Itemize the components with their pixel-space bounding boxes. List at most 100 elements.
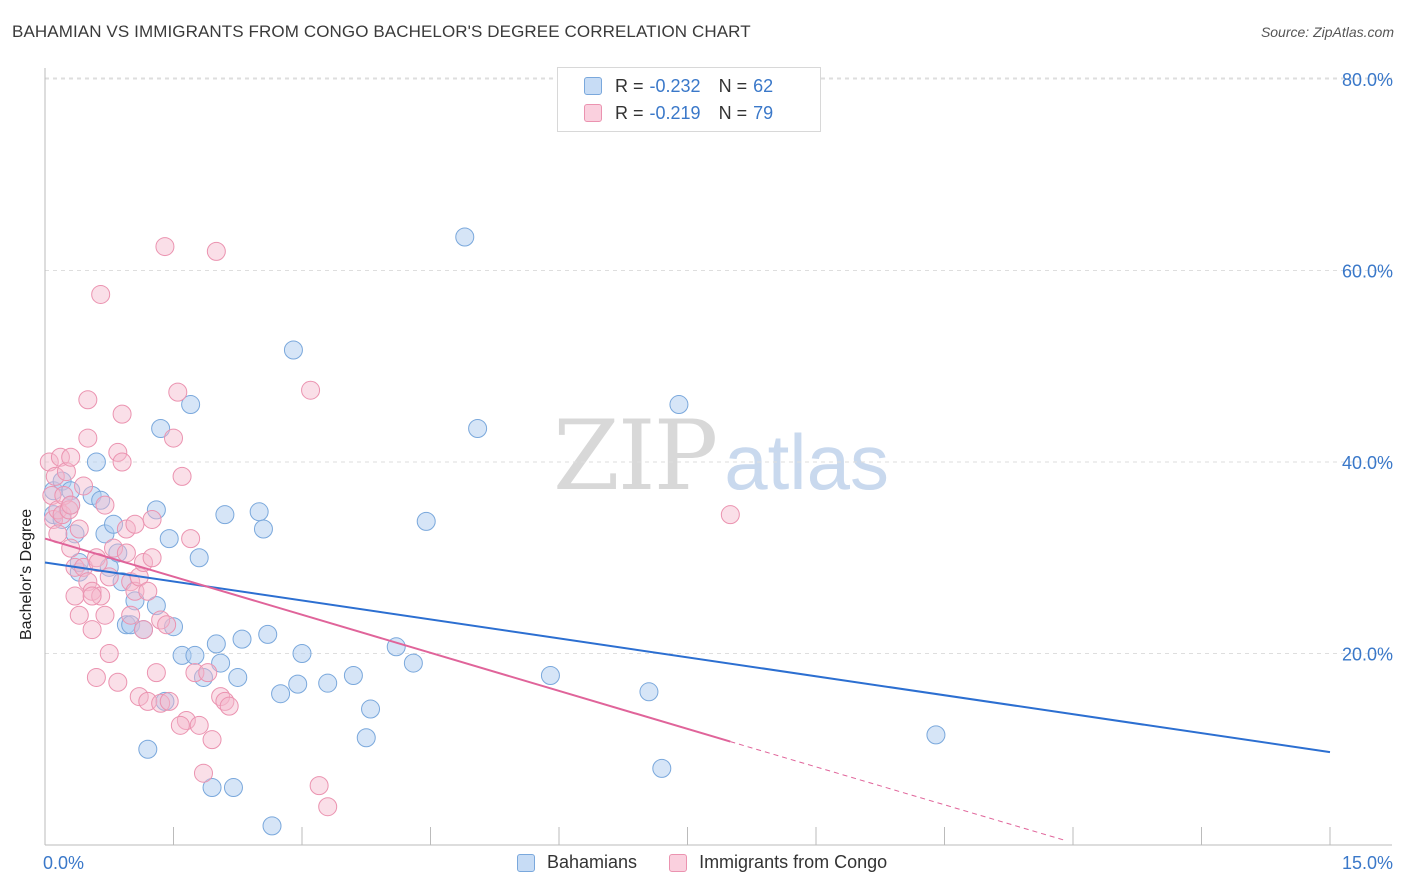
- point-congo: [181, 529, 201, 549]
- point-congo: [125, 514, 145, 534]
- series-congo: [39, 237, 740, 817]
- point-bahamian: [206, 634, 226, 654]
- point-congo: [78, 428, 98, 448]
- point-congo: [193, 763, 213, 783]
- point-congo: [155, 237, 175, 257]
- chart-title: BAHAMIAN VS IMMIGRANTS FROM CONGO BACHEL…: [12, 22, 751, 41]
- point-bahamian: [292, 644, 312, 663]
- legend-item-bahamians[interactable]: Bahamians: [517, 852, 637, 873]
- point-congo: [69, 605, 89, 625]
- point-congo: [189, 715, 209, 735]
- point-congo: [142, 548, 162, 568]
- point-congo: [74, 476, 94, 496]
- point-congo: [206, 241, 226, 261]
- legend-row-congo: R = -0.219 N = 79: [584, 101, 773, 125]
- point-bahamian: [189, 548, 209, 568]
- legend-label-bahamians: Bahamians: [547, 852, 638, 872]
- point-bahamian: [151, 418, 171, 438]
- axes: [44, 68, 1392, 846]
- trend-line-bahamians: [44, 561, 1331, 754]
- point-bahamian: [138, 739, 158, 759]
- point-bahamian: [146, 596, 166, 616]
- point-congo: [99, 644, 119, 663]
- point-bahamian: [253, 519, 273, 539]
- legend-swatch-pink: [584, 104, 602, 122]
- point-congo: [91, 284, 111, 304]
- point-bahamian: [455, 227, 475, 247]
- gridlines: [45, 77, 1392, 654]
- legend-r-value: -0.219: [649, 102, 701, 123]
- point-bahamian: [652, 758, 672, 778]
- y-axis-label: Bachelor's Degree: [18, 508, 35, 640]
- point-congo: [108, 442, 128, 462]
- point-congo: [164, 428, 183, 448]
- point-bahamian: [468, 418, 488, 438]
- point-bahamian: [343, 666, 363, 686]
- tick-labels: 20.0% 40.0% 60.0% 80.0% 0.0% 15.0%: [43, 70, 1393, 873]
- point-bahamian: [185, 645, 205, 665]
- legend-row-bahamians: R = -0.232 N = 62: [584, 74, 773, 98]
- point-bahamian: [232, 629, 252, 649]
- point-congo: [69, 519, 89, 539]
- point-congo: [44, 509, 64, 529]
- point-bahamian: [403, 653, 423, 673]
- point-bahamian: [361, 699, 381, 719]
- point-congo: [61, 495, 81, 515]
- point-congo: [219, 696, 239, 716]
- point-bahamian: [215, 505, 235, 525]
- point-congo: [104, 538, 124, 558]
- point-congo: [112, 452, 132, 472]
- point-congo: [108, 672, 128, 692]
- point-congo: [95, 495, 115, 515]
- series-bahamians: [44, 227, 946, 836]
- point-bahamian: [104, 514, 124, 534]
- legend-swatch-pink: [669, 853, 688, 872]
- point-congo: [172, 466, 192, 486]
- point-congo: [301, 380, 321, 400]
- point-congo: [198, 663, 218, 683]
- y-tick-label: 20.0%: [1342, 645, 1393, 665]
- point-bahamian: [146, 500, 166, 520]
- legend-r-value: -0.232: [649, 75, 701, 96]
- point-bahamian: [86, 452, 106, 472]
- correlation-legend: R = -0.232 N = 62 R = -0.219 N = 79: [557, 67, 821, 132]
- y-tick-label: 40.0%: [1342, 453, 1393, 473]
- point-bahamian: [258, 624, 278, 644]
- point-bahamian: [202, 778, 222, 798]
- trend-line-congo: [44, 537, 731, 743]
- point-bahamian: [669, 395, 689, 415]
- point-bahamian: [159, 529, 179, 549]
- point-bahamian: [249, 502, 269, 522]
- point-congo: [129, 687, 149, 707]
- point-congo: [720, 505, 740, 525]
- legend-n-label: N =: [718, 75, 748, 96]
- point-bahamian: [926, 725, 946, 745]
- point-congo: [121, 605, 141, 625]
- point-congo: [202, 730, 222, 750]
- point-congo: [318, 797, 338, 817]
- point-congo: [95, 605, 115, 625]
- point-congo: [138, 581, 158, 601]
- point-congo: [50, 447, 70, 467]
- point-congo: [116, 543, 136, 563]
- legend-item-congo[interactable]: Immigrants from Congo: [669, 852, 887, 873]
- series-legend: Bahamians Immigrants from Congo: [517, 852, 919, 873]
- point-congo: [78, 390, 98, 410]
- point-bahamian: [211, 653, 231, 673]
- point-congo: [82, 586, 102, 606]
- point-congo: [45, 466, 65, 486]
- point-congo: [82, 620, 102, 640]
- legend-n-value: 62: [753, 75, 774, 96]
- point-bahamian: [540, 666, 560, 686]
- x-tick-label: 0.0%: [43, 853, 84, 873]
- point-bahamian: [223, 778, 243, 798]
- point-congo: [54, 486, 74, 506]
- point-congo: [65, 586, 85, 606]
- point-congo: [121, 572, 141, 592]
- point-congo: [142, 509, 162, 529]
- point-congo: [170, 715, 190, 735]
- point-bahamian: [416, 511, 436, 531]
- point-bahamian: [181, 395, 201, 415]
- point-bahamian: [283, 340, 303, 360]
- legend-r-label: R =: [615, 75, 644, 96]
